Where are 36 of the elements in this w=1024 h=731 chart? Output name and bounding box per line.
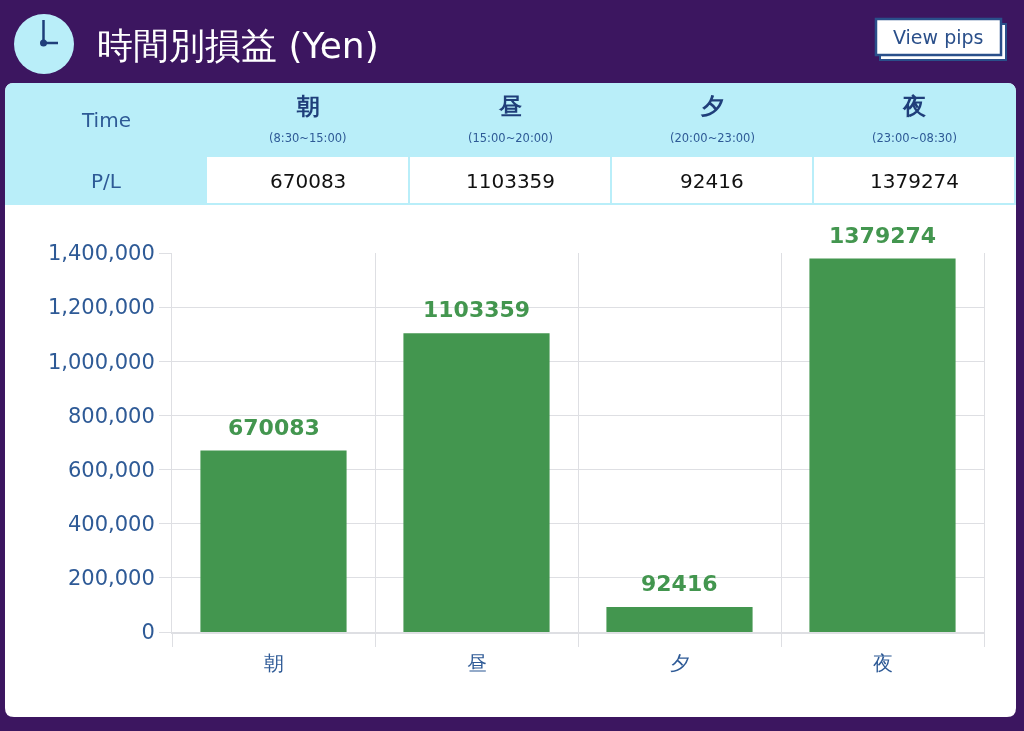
text: P/L	[91, 169, 122, 193]
y-tick-label: 400,000	[67, 512, 155, 537]
y-tick-label: 1,400,000	[47, 241, 155, 266]
text: (20:00~23:00)	[670, 131, 755, 145]
x-tick-label: 昼	[466, 650, 487, 675]
data-label: 1103359	[466, 169, 556, 193]
category-label: 夜	[903, 93, 926, 119]
annotation: 1103359	[423, 297, 531, 322]
category-label: 夕	[701, 93, 724, 119]
annotation: 670083	[228, 415, 320, 440]
x-tick-label: 夜	[872, 650, 893, 675]
y-tick-label: 1,200,000	[47, 295, 155, 320]
y-tick-label: 200,000	[67, 566, 155, 591]
data-label: 1379274	[870, 169, 960, 193]
category-label: 昼	[499, 93, 522, 119]
text: Time	[81, 108, 131, 132]
bar	[200, 450, 347, 632]
y-tick-label: 600,000	[67, 457, 155, 482]
annotation: 92416	[641, 571, 718, 596]
text: View pips	[893, 26, 984, 48]
y-tick-label: 800,000	[67, 403, 155, 428]
category-label: 朝	[297, 93, 320, 119]
x-tick-label: 夕	[669, 650, 690, 675]
chart-title: 時間別損益 (Yen)	[97, 25, 379, 66]
y-tick-label: 1,000,000	[47, 349, 155, 374]
text: (15:00~20:00)	[468, 131, 553, 145]
x-tick-label: 朝	[263, 650, 284, 675]
bar	[403, 333, 550, 632]
data-label: 92416	[680, 169, 744, 193]
y-tick-label: 0	[141, 620, 155, 645]
text: (8:30~15:00)	[269, 131, 347, 145]
data-label: 670083	[270, 169, 347, 193]
bar	[809, 258, 956, 632]
text: 1379274	[829, 223, 937, 248]
text: (23:00~08:30)	[872, 131, 957, 145]
bar	[606, 606, 753, 632]
